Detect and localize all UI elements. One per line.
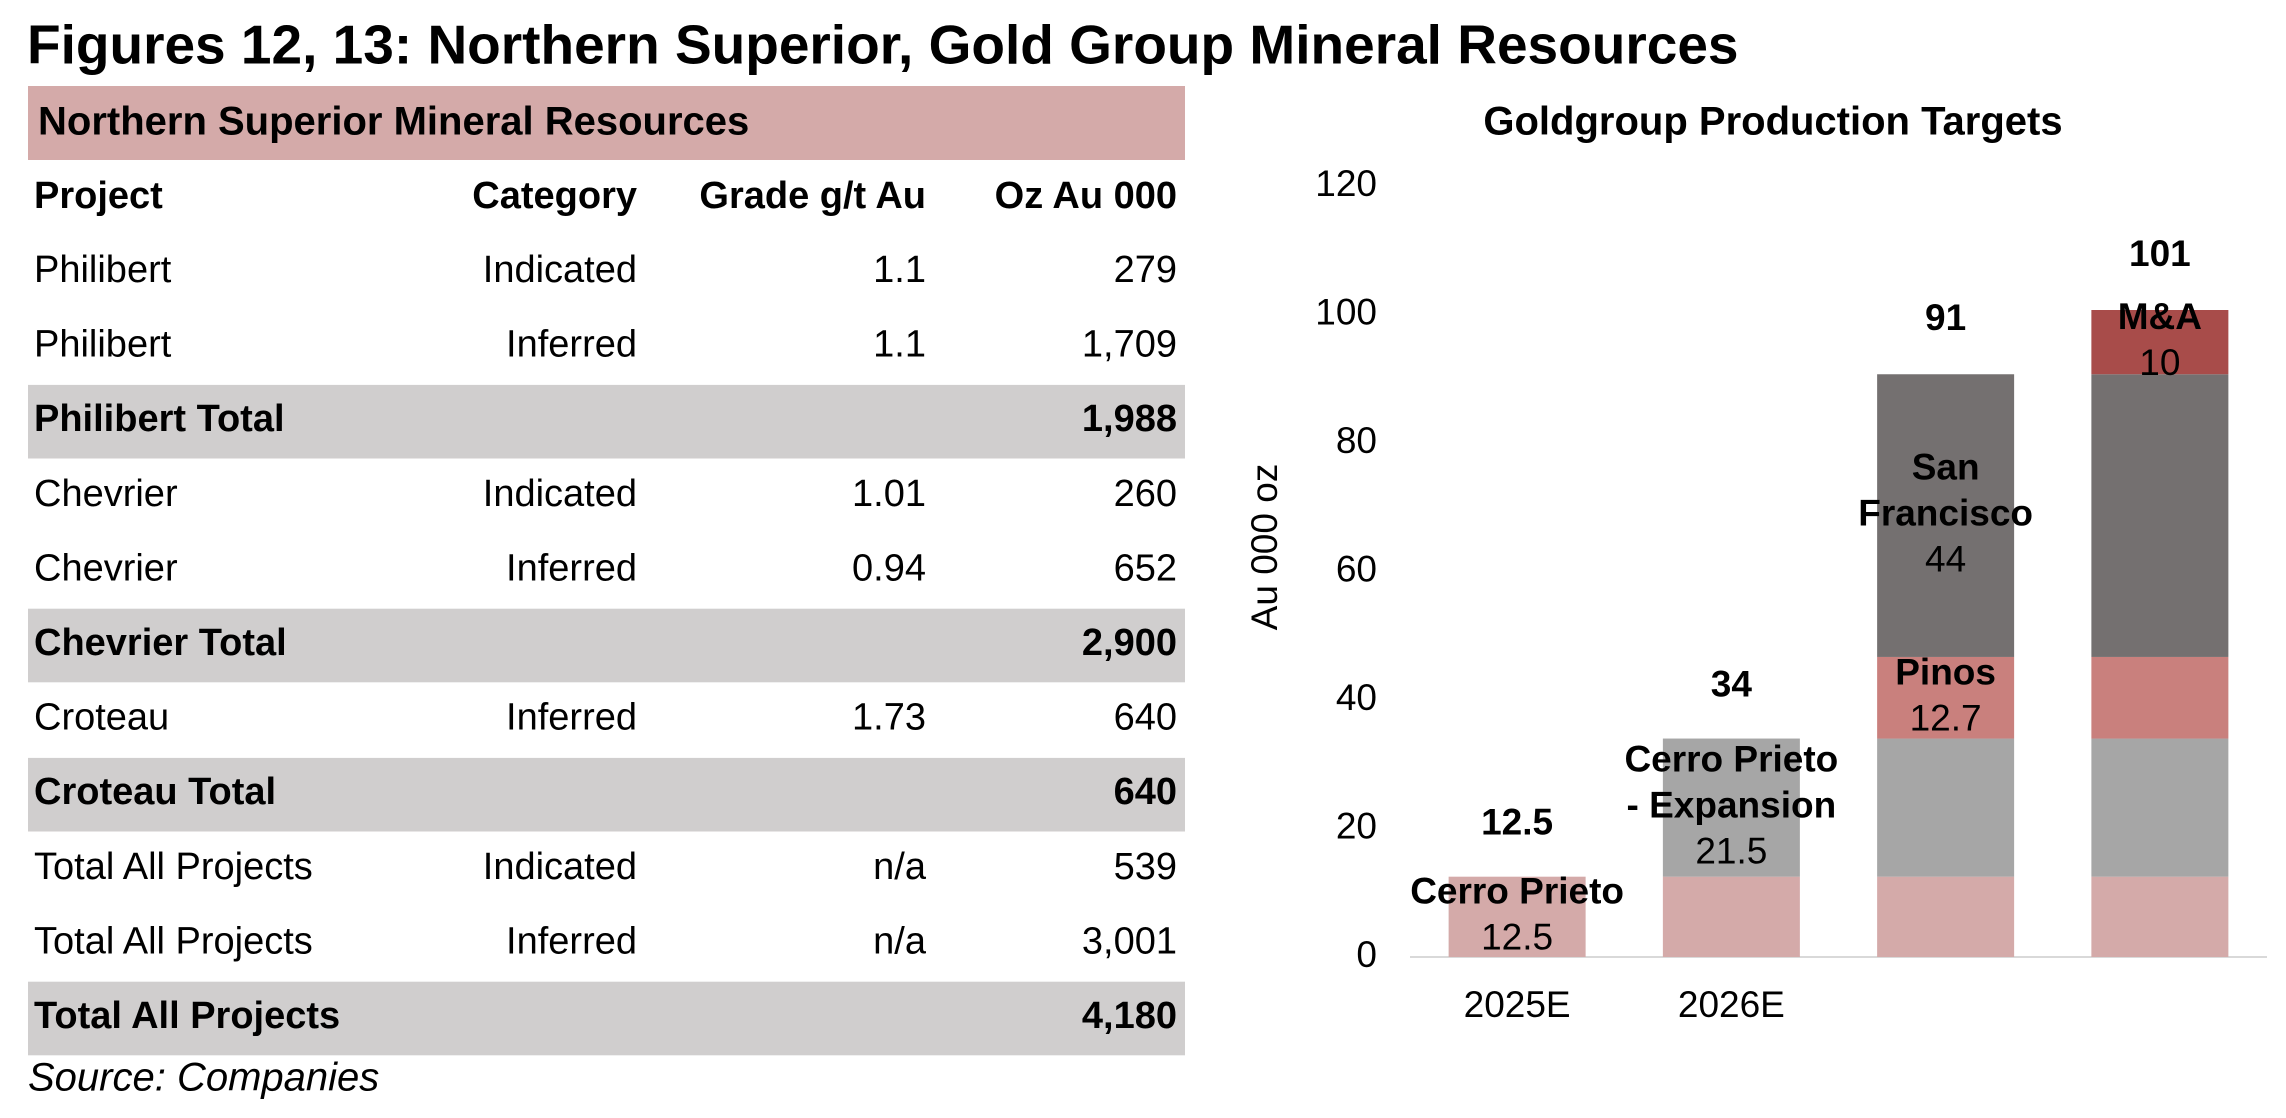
segment-name: Pinos [1895, 652, 1996, 693]
y-tick-label: 60 [1336, 548, 1377, 589]
segment-name: M&A [2118, 296, 2202, 337]
column-header: Project [34, 175, 163, 217]
segment-value-label: 10 [2139, 342, 2180, 383]
table-cell: Chevrier [34, 547, 178, 589]
segment-value-label: 21.5 [1695, 830, 1767, 871]
y-axis-label: Au 000 oz [1244, 464, 1285, 631]
table-cell: Inferred [506, 920, 637, 962]
table-cell: 652 [1114, 547, 1177, 589]
table-cell: 2,900 [1082, 622, 1177, 664]
table-cell: Total All Projects [34, 920, 313, 962]
segment-name-line: - Expansion [1627, 784, 1837, 825]
segment-name: San Francisco [1858, 446, 2033, 533]
bar-segment [1877, 876, 2015, 957]
column-header: Grade g/t Au [699, 175, 926, 217]
bar-segment [2091, 656, 2229, 739]
table-caption: Northern Superior Mineral Resources [38, 100, 749, 144]
table-cell: 1.1 [873, 249, 926, 291]
total-row-band [28, 757, 1185, 832]
bar-segment [2091, 374, 2229, 657]
table-cell: 1.01 [852, 473, 926, 515]
table-cell: Indicated [483, 846, 637, 888]
total-label: 91 [1925, 297, 1966, 338]
segment-value-label: 12.7 [1910, 698, 1982, 739]
total-label: 12.5 [1481, 801, 1553, 842]
table-cell: 0.94 [852, 547, 926, 589]
total-row-band [28, 608, 1185, 683]
segment-name: Cerro Prieto [1410, 871, 1624, 912]
total-label: 34 [1711, 663, 1753, 704]
table-cell: 640 [1114, 771, 1177, 813]
table-cell: Inferred [506, 324, 637, 366]
table-cell: 1.73 [852, 697, 926, 739]
bar-segment [1662, 876, 1800, 957]
segment-value-label: 44 [1925, 538, 1966, 579]
table-cell: Philibert [34, 324, 172, 366]
table-cell: Total All Projects [34, 995, 340, 1037]
y-tick-label: 100 [1315, 291, 1377, 332]
x-tick-label: 2025E [1464, 984, 1571, 1025]
segment-name-line: San [1912, 446, 1980, 487]
table-cell: Philibert Total [34, 398, 285, 440]
bar-segment [1448, 876, 1586, 957]
segment-name: Cerro Prieto - Expansion [1624, 738, 1838, 825]
y-tick-label: 120 [1315, 163, 1377, 204]
table-cell: 1.1 [873, 324, 926, 366]
table-cell: 539 [1114, 846, 1177, 888]
table-cell: n/a [873, 920, 927, 962]
table-cell: Indicated [483, 473, 637, 515]
table-cell: 3,001 [1082, 920, 1177, 962]
bar-segment [1877, 374, 2015, 657]
y-tick-label: 40 [1336, 677, 1377, 718]
y-tick-label: 0 [1356, 934, 1377, 975]
column-header: Oz Au 000 [995, 175, 1177, 217]
bar-segment [1877, 738, 2015, 877]
bar-segment [2091, 876, 2229, 957]
bar-segment [1877, 656, 2015, 739]
table-cell: 4,180 [1082, 995, 1177, 1037]
table-cell: 260 [1114, 473, 1177, 515]
segment-name-line: Cerro Prieto [1624, 738, 1838, 779]
column-header: Category [472, 175, 637, 217]
caption-band [28, 86, 1185, 160]
table-cell: Indicated [483, 249, 637, 291]
table-cell: Philibert [34, 249, 172, 291]
source: Source: Companies [28, 1056, 379, 1100]
table-cell: Inferred [506, 697, 637, 739]
segment-name-line: Francisco [1858, 492, 2033, 533]
table-cell: Chevrier Total [34, 622, 287, 664]
total-label: 101 [2129, 233, 2191, 274]
page-title: Figures 12, 13: Northern Superior, Gold … [27, 14, 1739, 76]
table-cell: n/a [873, 846, 927, 888]
y-tick-label: 80 [1336, 420, 1377, 461]
table-cell: Chevrier [34, 473, 178, 515]
total-row-band [28, 384, 1185, 459]
bar-segment [1662, 738, 1800, 877]
table-cell: Total All Projects [34, 846, 313, 888]
bar-segment [2091, 310, 2229, 375]
total-row-band [28, 981, 1185, 1056]
table-cell: 279 [1114, 249, 1177, 291]
y-tick-label: 20 [1336, 805, 1377, 846]
x-tick-label: 2026E [1678, 984, 1785, 1025]
table-cell: Croteau Total [34, 771, 276, 813]
table-cell: 1,988 [1082, 398, 1177, 440]
segment-value-label: 12.5 [1481, 917, 1553, 958]
table-cell: Croteau [34, 697, 169, 739]
bar-segment [2091, 738, 2229, 877]
table-cell: Inferred [506, 547, 637, 589]
chart-title: Goldgroup Production Targets [1483, 100, 2062, 144]
table-cell: 640 [1114, 697, 1177, 739]
table-cell: 1,709 [1082, 324, 1177, 366]
